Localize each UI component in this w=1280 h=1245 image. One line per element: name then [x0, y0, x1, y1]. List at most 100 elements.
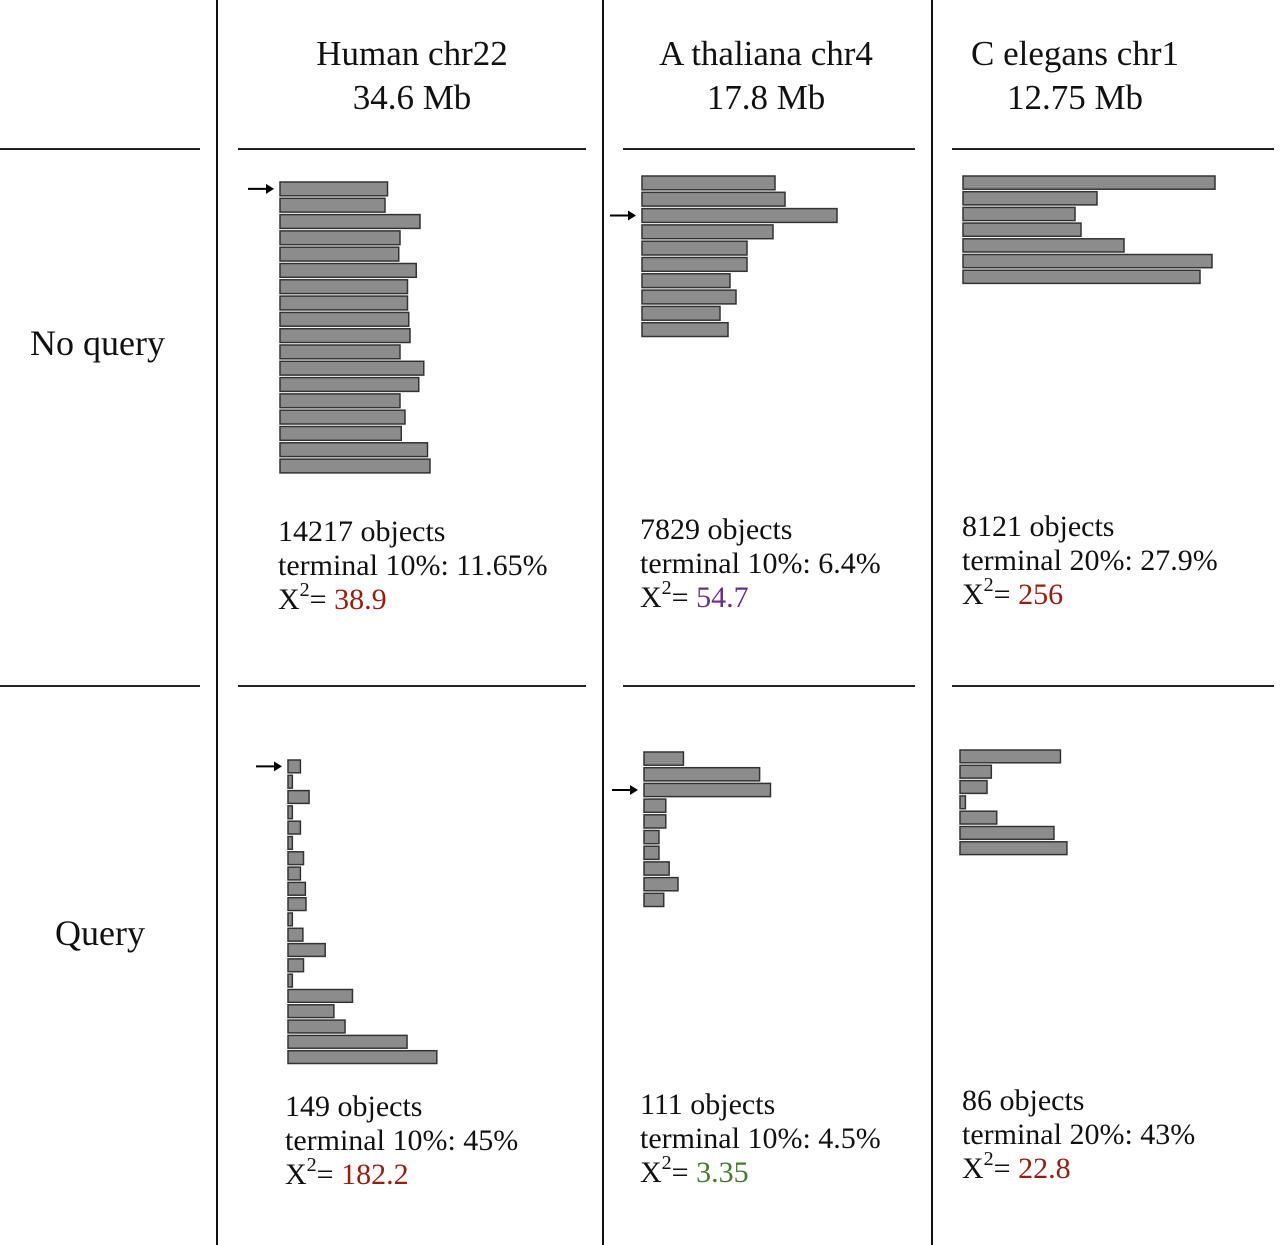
object-count: 14217 objects	[278, 515, 446, 548]
histogram-bar	[279, 327, 411, 344]
histogram-bar	[279, 213, 421, 230]
histogram-bar	[643, 782, 772, 798]
histogram-bar	[641, 273, 731, 289]
histogram-bar	[279, 425, 402, 442]
histogram-bar	[643, 766, 761, 782]
column-header-human: Human chr22 34.6 Mb	[232, 32, 592, 120]
column-divider-1	[216, 0, 218, 1245]
object-count: 149 objects	[285, 1090, 423, 1123]
row-rule-col3	[952, 685, 1274, 687]
stats-human-no-query: 14217 objects terminal 10%: 11.65% X2= 3…	[278, 515, 548, 617]
histogram-bar	[641, 175, 776, 191]
histogram-bar	[959, 764, 993, 779]
column-size: 12.75 Mb	[1006, 78, 1144, 117]
histogram-bar	[287, 1004, 335, 1019]
column-header-athaliana: A thaliana chr4 17.8 Mb	[606, 32, 926, 120]
arrow-icon	[248, 183, 274, 194]
row-label-no-query: No query	[30, 323, 165, 363]
header-rule-label	[0, 148, 200, 150]
histogram-bar	[643, 845, 660, 861]
chi-square-value: 22.8	[1018, 1152, 1071, 1185]
histogram-bar	[962, 206, 1076, 222]
histogram-bar	[287, 1034, 408, 1049]
histogram-bar	[962, 269, 1201, 285]
chi-square-value: 182.2	[341, 1158, 409, 1191]
histogram-bar	[962, 190, 1098, 206]
histogram-bar	[641, 289, 737, 305]
histogram-bar	[959, 749, 1062, 764]
histogram-bar	[287, 759, 302, 774]
chi-square: X2= 54.7	[640, 577, 749, 614]
histogram-bar	[279, 246, 400, 262]
chi-square: X2= 256	[962, 574, 1064, 611]
arrow-icon	[256, 761, 282, 772]
chi-square-value: 3.35	[696, 1156, 749, 1189]
chi-square-value: 54.7	[696, 581, 749, 614]
histogram-bar	[287, 805, 294, 820]
object-count: 7829 objects	[640, 513, 793, 546]
terminal-percent: terminal 10%: 4.5%	[640, 1122, 881, 1155]
histogram-bar	[643, 829, 660, 845]
histogram-bar	[279, 376, 420, 393]
histogram-bar	[962, 222, 1082, 238]
header-rule-col2	[623, 148, 915, 150]
header-rule-col3	[952, 148, 1274, 150]
histogram-bar	[279, 409, 406, 425]
histogram-bar	[287, 881, 307, 896]
histogram-bar	[279, 197, 386, 213]
histogram-celegans-query	[959, 749, 1068, 856]
histogram-bar	[279, 279, 409, 295]
histogram-bar	[643, 751, 685, 766]
histogram-bar	[641, 321, 729, 338]
chi-square-value: 256	[1018, 578, 1064, 611]
column-header-celegans: C elegans chr1 12.75 Mb	[935, 32, 1215, 120]
histogram-bar	[287, 774, 294, 789]
histogram-bar	[962, 175, 1216, 190]
histogram-bar	[959, 810, 998, 825]
histogram-bar	[287, 866, 302, 881]
histogram-bar	[641, 207, 838, 224]
terminal-percent: terminal 10%: 6.4%	[640, 547, 881, 580]
histogram-bar	[641, 224, 774, 240]
object-count: 111 objects	[640, 1088, 776, 1121]
column-divider-3	[931, 0, 933, 1245]
histogram-bar	[959, 779, 988, 795]
histogram-bar	[287, 820, 302, 835]
row-rule-col1	[238, 685, 586, 687]
object-count: 8121 objects	[962, 510, 1115, 543]
histogram-athaliana-no-query	[610, 175, 838, 338]
histogram-bar	[959, 841, 1068, 856]
histogram-bar	[959, 795, 967, 810]
chi-square: X2= 3.35	[640, 1152, 749, 1189]
histogram-bar	[959, 825, 1055, 841]
histogram-bar	[287, 1049, 438, 1065]
histogram-bar	[279, 262, 417, 279]
chi-square: X2= 182.2	[285, 1154, 409, 1191]
object-count: 86 objects	[962, 1084, 1085, 1117]
histogram-bar	[279, 295, 409, 311]
histogram-bar	[643, 798, 667, 814]
histogram-bar	[641, 240, 748, 256]
terminal-percent: terminal 10%: 11.65%	[278, 549, 548, 582]
histogram-bar	[279, 393, 401, 409]
histogram-bar	[279, 344, 401, 360]
header-rule-col1	[238, 148, 586, 150]
histogram-athaliana-query	[612, 751, 772, 908]
histogram-celegans-no-query	[962, 175, 1216, 285]
histogram-bar	[287, 942, 326, 958]
arrow-icon	[612, 785, 638, 795]
histogram-bar	[287, 835, 294, 851]
histogram-bar	[287, 958, 305, 973]
histogram-bar	[643, 876, 679, 892]
histogram-human-no-query	[248, 181, 431, 474]
histogram-bar	[641, 191, 786, 207]
column-size: 34.6 Mb	[352, 78, 472, 117]
column-size: 17.8 Mb	[706, 78, 826, 117]
histogram-bar	[287, 927, 304, 942]
histogram-human-query	[256, 759, 438, 1065]
histogram-bar	[643, 814, 667, 829]
stats-human-query: 149 objects terminal 10%: 45% X2= 182.2	[285, 1090, 518, 1192]
histogram-bar	[287, 896, 307, 912]
histogram-bar	[279, 442, 429, 458]
column-title: A thaliana chr4	[659, 34, 873, 73]
